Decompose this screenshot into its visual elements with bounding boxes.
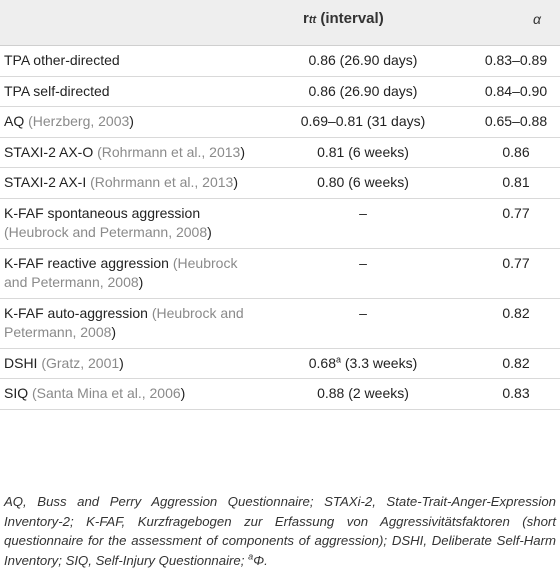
table-header: rtt (interval) α (0, 0, 560, 46)
data-table: TPA other-directed 0.86 (26.90 days) 0.8… (0, 46, 560, 410)
header-retest-reliability: rtt (interval) (303, 10, 384, 27)
retest-value: 0.68 (308, 354, 336, 371)
measure-name: SIQ (4, 385, 33, 401)
table-row: K-FAF reactive aggression (Heubrock and … (0, 248, 560, 299)
retest-value: 0.69–0.81 (31 days) (300, 113, 426, 129)
retest-value: – (359, 254, 367, 271)
measure-name: TPA self-directed (4, 82, 110, 99)
alpha-value: 0.77 (468, 198, 560, 249)
measure-name: K-FAF spontaneous aggression (4, 204, 201, 221)
table-footnote: AQ, Buss and Perry Aggression Questionna… (4, 494, 556, 568)
alpha-value: 0.77 (468, 248, 560, 299)
table-row: DSHI (Gratz, 2001) 0.68a (3.3 weeks) 0.8… (0, 348, 560, 379)
measure-name: DSHI (4, 354, 42, 371)
citation-link[interactable]: (Rohrmann et al., 2013 (90, 174, 234, 190)
table-row: STAXI-2 AX-O (Rohrmann et al., 2013) 0.8… (0, 137, 560, 168)
measure-name: K-FAF reactive aggression (4, 254, 173, 271)
table-row: TPA self-directed 0.86 (26.90 days) 0.84… (0, 76, 560, 107)
alpha-value: 0.82 (468, 298, 560, 349)
retest-value: 0.86 (26.90 days) (308, 82, 418, 99)
table-row: SIQ (Santa Mina et al., 2006) 0.88 (2 we… (0, 378, 560, 410)
citation-link[interactable]: (Santa Mina et al., 2006 (32, 385, 181, 401)
measure-name: STAXI-2 AX-I (4, 174, 91, 190)
retest-value: 0.80 (6 weeks) (317, 174, 409, 190)
citation-link[interactable]: (Heubrock and Petermann, 2008 (4, 254, 238, 291)
table-row: TPA other-directed 0.86 (26.90 days) 0.8… (0, 46, 560, 77)
alpha-value: 0.83 (468, 378, 560, 410)
measure-name: TPA other-directed (4, 52, 120, 68)
retest-value: 0.86 (26.90 days) (308, 52, 418, 68)
measure-name: K-FAF auto-aggression (4, 304, 152, 321)
table-row: STAXI-2 AX-I (Rohrmann et al., 2013) 0.8… (0, 167, 560, 199)
alpha-value: 0.81 (468, 167, 560, 199)
citation-link[interactable]: (Gratz, 2001 (41, 354, 120, 371)
header-alpha: α (533, 11, 541, 27)
alpha-value: 0.84–0.90 (468, 76, 560, 107)
alpha-value: 0.83–0.89 (468, 46, 560, 77)
table-row: K-FAF spontaneous aggression (Heubrock a… (0, 198, 560, 249)
citation-link[interactable]: (Rohrmann et al., 2013 (97, 143, 241, 160)
footnote-superscript: a (248, 551, 254, 562)
measure-name: AQ (4, 113, 29, 129)
citation-link[interactable]: (Heubrock and Petermann, 2008 (4, 224, 208, 240)
alpha-value: 0.82 (468, 348, 560, 379)
retest-value: 0.81 (6 weeks) (317, 143, 409, 160)
retest-value: 0.88 (2 weeks) (317, 385, 409, 401)
citation-link[interactable]: (Heubrock and Petermann, 2008 (4, 304, 244, 341)
superscript-a: a (335, 353, 341, 364)
retest-value: – (359, 304, 367, 321)
citation-link[interactable]: (Herzberg, 2003 (28, 113, 130, 129)
alpha-value: 0.86 (468, 137, 560, 168)
table-row: AQ (Herzberg, 2003) 0.69–0.81 (31 days) … (0, 106, 560, 138)
table-row: K-FAF auto-aggression (Heubrock and Pete… (0, 298, 560, 349)
measure-name: STAXI-2 AX-O (4, 143, 98, 160)
alpha-value: 0.65–0.88 (468, 106, 560, 138)
retest-value: – (359, 204, 367, 221)
